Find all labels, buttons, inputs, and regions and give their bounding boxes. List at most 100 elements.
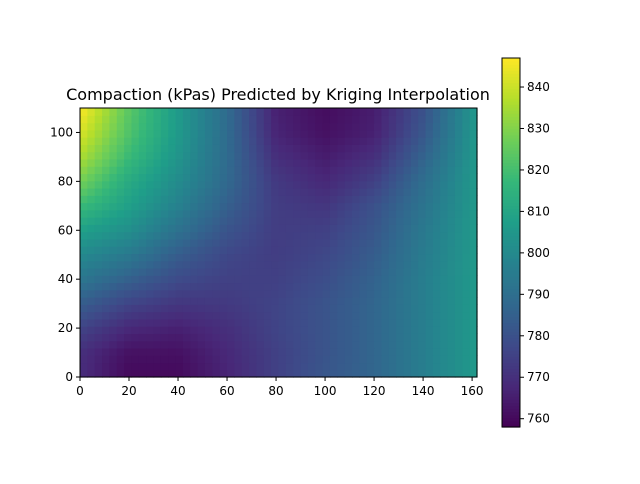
colorbar-swatch <box>502 331 520 336</box>
heatmap-cell <box>249 246 258 255</box>
heatmap-cell <box>241 231 250 240</box>
heatmap-cell <box>285 340 294 349</box>
heatmap-cell <box>418 122 427 131</box>
heatmap-cell <box>469 260 478 269</box>
heatmap-cell <box>432 246 441 255</box>
heatmap-cell <box>249 289 258 298</box>
heatmap-cell <box>131 158 140 167</box>
heatmap-cell <box>352 304 360 313</box>
heatmap-cell <box>322 297 331 305</box>
heatmap-cell <box>249 260 258 269</box>
heatmap-cell <box>153 282 162 291</box>
heatmap-cell <box>102 166 111 175</box>
heatmap-cell <box>94 151 103 160</box>
heatmap-cell <box>462 187 471 196</box>
y-tick-label: 100 <box>50 125 73 139</box>
heatmap-cell <box>278 318 287 327</box>
heatmap-cell <box>374 180 383 189</box>
heatmap-cell <box>366 253 375 262</box>
heatmap-cell <box>256 231 265 240</box>
heatmap-cell <box>102 253 111 262</box>
heatmap-cell <box>359 326 368 334</box>
heatmap-cell <box>256 253 265 262</box>
heatmap-cell <box>94 238 103 247</box>
heatmap-cell <box>227 137 235 145</box>
heatmap-cell <box>366 129 375 138</box>
colorbar-swatch <box>502 377 520 382</box>
heatmap-cell <box>432 253 441 262</box>
heatmap-cell <box>212 158 221 167</box>
heatmap-cell <box>432 333 441 342</box>
heatmap-cell <box>94 231 103 240</box>
heatmap-cell <box>374 304 383 313</box>
heatmap-cell <box>322 311 331 320</box>
heatmap-cell <box>116 326 125 334</box>
y-tick-label: 60 <box>58 223 73 237</box>
heatmap-cell <box>131 180 140 189</box>
heatmap-cell <box>381 224 390 233</box>
heatmap-cell <box>410 311 419 320</box>
heatmap-cell <box>271 217 280 225</box>
heatmap-cell <box>396 217 405 225</box>
heatmap-cell <box>322 326 331 334</box>
heatmap-cell <box>293 267 302 276</box>
heatmap-cell <box>381 144 390 153</box>
heatmap-cell <box>454 202 463 211</box>
heatmap-cell <box>234 369 243 378</box>
heatmap-cell <box>396 224 405 233</box>
heatmap-cell <box>271 260 280 269</box>
heatmap-cell <box>212 326 221 334</box>
heatmap-cell <box>87 333 96 342</box>
heatmap-cell <box>366 275 375 284</box>
heatmap-cell <box>212 137 221 145</box>
heatmap-cell <box>403 224 412 233</box>
heatmap-cell <box>182 122 191 131</box>
heatmap-cell <box>204 340 213 349</box>
heatmap-cell <box>381 108 390 116</box>
heatmap-cell <box>307 326 316 334</box>
heatmap-cell <box>263 311 272 320</box>
colorbar-tick-label: 780 <box>527 329 550 343</box>
heatmap-cell <box>124 282 133 291</box>
heatmap-cell <box>344 108 353 116</box>
heatmap-cell <box>454 238 463 247</box>
heatmap-cell <box>300 267 309 276</box>
colorbar-swatch <box>502 273 520 277</box>
heatmap-cell <box>271 282 280 291</box>
heatmap-cell <box>396 340 405 349</box>
heatmap-cell <box>197 217 206 225</box>
heatmap-cell <box>454 369 463 378</box>
heatmap-cell <box>425 158 434 167</box>
heatmap-cell <box>300 238 309 247</box>
heatmap-cell <box>241 289 250 298</box>
heatmap-cell <box>175 340 184 349</box>
heatmap-cell <box>219 326 228 334</box>
heatmap-cell <box>352 195 360 204</box>
heatmap-cell <box>249 326 258 334</box>
heatmap-cell <box>109 173 118 182</box>
heatmap-cell <box>403 297 412 305</box>
heatmap-cell <box>366 362 375 371</box>
heatmap-cell <box>388 260 397 269</box>
heatmap-cell <box>329 326 338 334</box>
heatmap-cell <box>153 231 162 240</box>
heatmap-cell <box>109 238 118 247</box>
heatmap-cell <box>352 115 360 124</box>
heatmap-cell <box>418 187 427 196</box>
heatmap-cell <box>344 318 353 327</box>
heatmap-cell <box>160 180 169 189</box>
colorbar-swatch <box>502 177 520 182</box>
heatmap-cell <box>94 260 103 269</box>
heatmap-cell <box>182 326 191 334</box>
heatmap-cell <box>462 129 471 138</box>
heatmap-cell <box>432 326 441 334</box>
heatmap-cell <box>469 289 478 298</box>
heatmap-cell <box>381 195 390 204</box>
heatmap-cell <box>329 122 338 131</box>
heatmap-cell <box>315 362 324 371</box>
heatmap-cell <box>440 202 449 211</box>
heatmap-cell <box>293 340 302 349</box>
colorbar-swatch <box>502 380 520 385</box>
colorbar-swatch <box>502 153 520 157</box>
